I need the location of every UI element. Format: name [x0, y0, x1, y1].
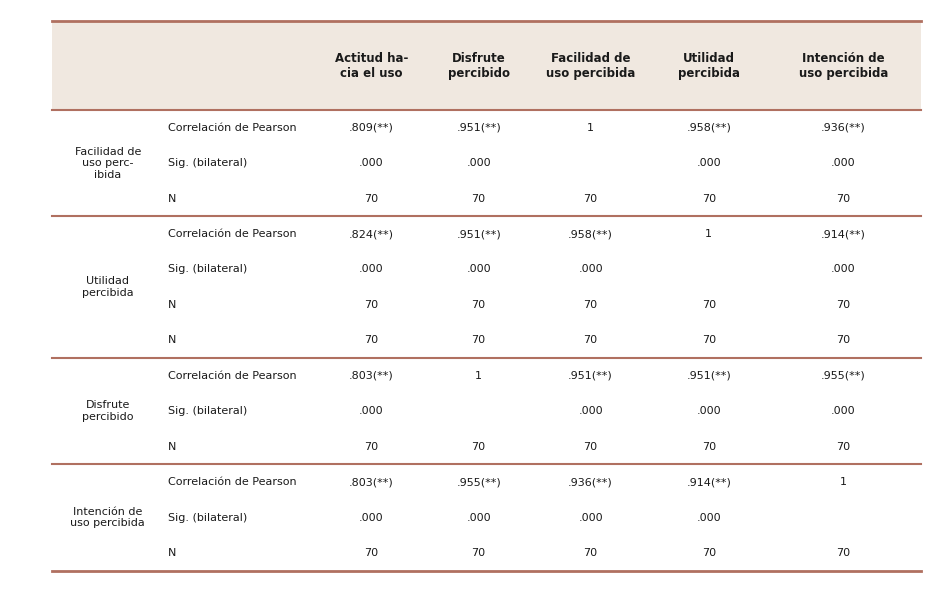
- Text: 1: 1: [475, 371, 481, 381]
- Text: N: N: [168, 194, 177, 203]
- Text: .958(**): .958(**): [567, 229, 613, 239]
- Text: .958(**): .958(**): [685, 123, 731, 133]
- Text: 70: 70: [583, 442, 597, 452]
- Text: 70: 70: [835, 194, 850, 203]
- Text: 1: 1: [704, 229, 712, 239]
- Text: .951(**): .951(**): [567, 371, 613, 381]
- Text: 70: 70: [364, 335, 378, 345]
- Text: .000: .000: [830, 265, 855, 274]
- Text: .955(**): .955(**): [820, 371, 865, 381]
- Text: 70: 70: [701, 335, 715, 345]
- Text: .914(**): .914(**): [685, 477, 731, 487]
- Text: 70: 70: [471, 194, 485, 203]
- Text: Utilidad
percibida: Utilidad percibida: [677, 52, 739, 79]
- Text: Sig. (bilateral): Sig. (bilateral): [168, 406, 247, 416]
- Text: N: N: [168, 300, 177, 310]
- Text: 70: 70: [583, 548, 597, 558]
- Text: N: N: [168, 548, 177, 558]
- Text: Disfrute
percibido: Disfrute percibido: [447, 52, 509, 79]
- Text: .936(**): .936(**): [567, 477, 613, 487]
- Text: .000: .000: [465, 158, 491, 168]
- Text: .000: .000: [578, 265, 602, 274]
- Text: 70: 70: [471, 442, 485, 452]
- Text: .809(**): .809(**): [348, 123, 394, 133]
- Text: 1: 1: [839, 477, 846, 487]
- Text: .951(**): .951(**): [456, 123, 500, 133]
- Text: 1: 1: [586, 123, 594, 133]
- Text: 70: 70: [364, 442, 378, 452]
- Text: 70: 70: [835, 442, 850, 452]
- Text: .000: .000: [696, 158, 720, 168]
- Text: Sig. (bilateral): Sig. (bilateral): [168, 265, 247, 274]
- Text: .803(**): .803(**): [348, 371, 394, 381]
- Text: 70: 70: [701, 194, 715, 203]
- Text: .803(**): .803(**): [348, 477, 394, 487]
- Text: .000: .000: [465, 513, 491, 522]
- Text: .000: .000: [578, 406, 602, 416]
- Text: 70: 70: [471, 335, 485, 345]
- Text: 70: 70: [364, 194, 378, 203]
- Text: .936(**): .936(**): [820, 123, 865, 133]
- Text: .000: .000: [830, 158, 855, 168]
- Text: 70: 70: [583, 335, 597, 345]
- Text: .000: .000: [578, 513, 602, 522]
- Text: 70: 70: [364, 300, 378, 310]
- Text: Correlación de Pearson: Correlación de Pearson: [168, 477, 296, 487]
- Text: 70: 70: [835, 300, 850, 310]
- Text: .951(**): .951(**): [456, 229, 500, 239]
- Text: Correlación de Pearson: Correlación de Pearson: [168, 371, 296, 381]
- Text: .000: .000: [359, 406, 383, 416]
- Text: Sig. (bilateral): Sig. (bilateral): [168, 158, 247, 168]
- Text: Actitud ha-
cia el uso: Actitud ha- cia el uso: [334, 52, 408, 79]
- Text: 70: 70: [835, 335, 850, 345]
- Text: .000: .000: [696, 406, 720, 416]
- Text: Facilidad de
uso percibida: Facilidad de uso percibida: [546, 52, 634, 79]
- Text: .824(**): .824(**): [348, 229, 394, 239]
- Text: Facilidad de
uso perc-
ibida: Facilidad de uso perc- ibida: [75, 147, 141, 180]
- Text: 70: 70: [701, 548, 715, 558]
- Text: Intención de
uso percibida: Intención de uso percibida: [798, 52, 887, 79]
- Text: 70: 70: [471, 548, 485, 558]
- Text: Utilidad
percibida: Utilidad percibida: [82, 276, 133, 298]
- Text: .914(**): .914(**): [820, 229, 865, 239]
- Text: Intención de
uso percibida: Intención de uso percibida: [70, 507, 145, 529]
- Text: .000: .000: [830, 406, 855, 416]
- Text: 70: 70: [471, 300, 485, 310]
- Text: .951(**): .951(**): [685, 371, 731, 381]
- Text: .000: .000: [359, 158, 383, 168]
- Text: Correlación de Pearson: Correlación de Pearson: [168, 229, 296, 239]
- Text: N: N: [168, 442, 177, 452]
- Text: Sig. (bilateral): Sig. (bilateral): [168, 513, 247, 522]
- Text: .000: .000: [359, 513, 383, 522]
- Text: N: N: [168, 335, 177, 345]
- Text: 70: 70: [701, 442, 715, 452]
- Text: .955(**): .955(**): [456, 477, 500, 487]
- Text: Disfrute
percibido: Disfrute percibido: [82, 400, 133, 422]
- Text: .000: .000: [696, 513, 720, 522]
- Bar: [52, 21, 920, 110]
- Text: 70: 70: [583, 194, 597, 203]
- Text: 70: 70: [583, 300, 597, 310]
- Text: Correlación de Pearson: Correlación de Pearson: [168, 123, 296, 133]
- Text: .000: .000: [465, 265, 491, 274]
- Text: 70: 70: [835, 548, 850, 558]
- Text: 70: 70: [701, 300, 715, 310]
- Text: .000: .000: [359, 265, 383, 274]
- Text: 70: 70: [364, 548, 378, 558]
